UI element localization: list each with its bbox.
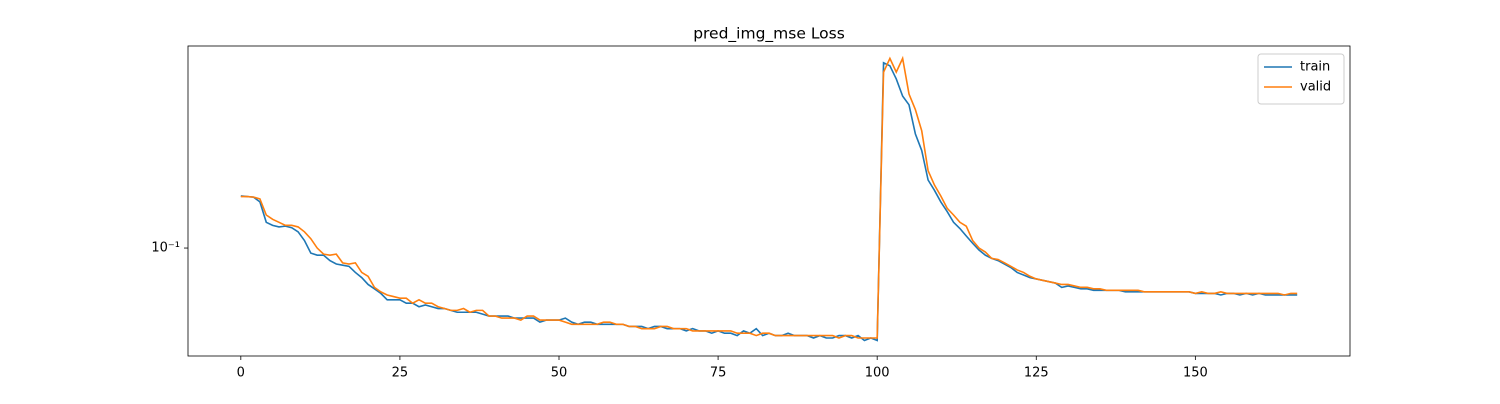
x-tick-label: 50 bbox=[551, 366, 568, 381]
x-tick-label: 75 bbox=[710, 366, 727, 381]
x-tick-label: 150 bbox=[1183, 366, 1208, 381]
x-tick-label: 25 bbox=[392, 366, 409, 381]
x-tick-label: 0 bbox=[237, 366, 245, 381]
y-tick-label: 10⁻¹ bbox=[151, 241, 180, 256]
legend-label: valid bbox=[1300, 80, 1331, 95]
line-series bbox=[240, 55, 1298, 339]
chart-title: pred_img_mse Loss bbox=[693, 25, 845, 44]
legend-label: train bbox=[1300, 60, 1330, 75]
x-tick-label: 125 bbox=[1024, 366, 1049, 381]
x-tick-label: 100 bbox=[865, 366, 890, 381]
axes-frame bbox=[187, 45, 1351, 357]
